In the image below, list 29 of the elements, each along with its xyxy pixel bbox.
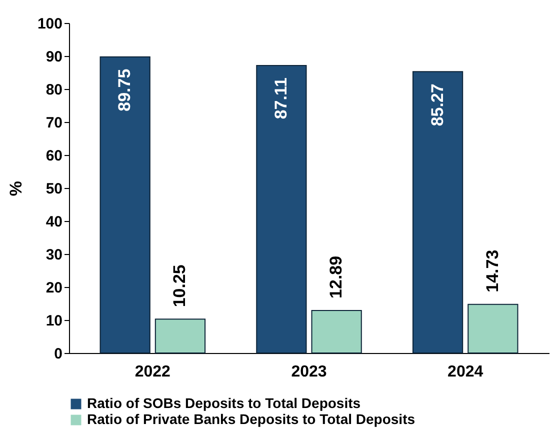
data-label: 87.11 [271,78,290,120]
bar [100,56,150,354]
y-tick-label: 50 [46,180,62,198]
y-axis-title: % [6,180,26,196]
x-tick-label: 2023 [291,364,327,380]
y-tick-label: 30 [46,246,62,264]
data-label: 85.27 [428,84,447,126]
data-label: 89.75 [115,68,134,112]
data-label: 14.73 [482,250,502,292]
bar [412,71,464,354]
bar [256,65,307,354]
x-tick-label: 2024 [448,364,484,380]
y-tick-label: 80 [46,82,62,98]
bar [311,310,362,354]
y-tick-label: 0 [54,346,62,362]
data-label: 10.25 [170,264,190,308]
y-tick-label: 40 [46,214,62,230]
y-tick-label: 100 [37,16,62,32]
legend-label: Ratio of SOBs Deposits to Total Deposits [87,395,361,411]
y-tick-label: 70 [46,114,62,132]
y-tick-label: 10 [46,312,62,330]
y-tick-label: 20 [46,280,62,296]
x-tick-label: 2022 [134,364,171,380]
y-tick-label: 90 [46,48,62,66]
data-label: 12.89 [326,256,346,298]
legend-label: Ratio of Private Banks Deposits to Total Deposits [87,411,416,427]
bar [468,304,518,354]
y-tick-label: 60 [46,148,62,164]
bar [154,318,206,354]
